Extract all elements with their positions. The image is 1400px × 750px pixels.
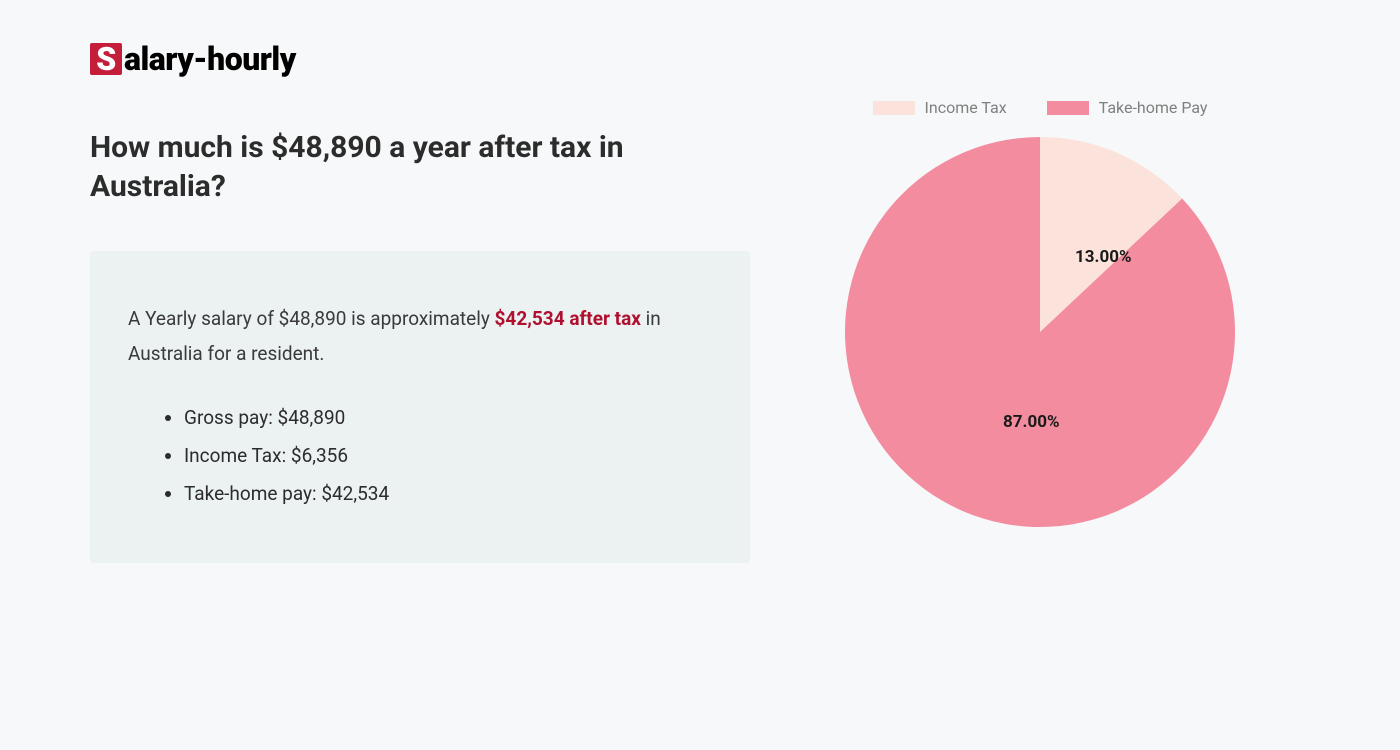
content-row: How much is $48,890 a year after tax in … [90, 128, 1310, 563]
slice-label-takehome: 87.00% [1003, 412, 1060, 432]
summary-highlight: $42,534 after tax [495, 307, 641, 330]
legend-item-tax: Income Tax [873, 98, 1007, 117]
pie-svg [845, 137, 1235, 527]
pie-chart: 13.00% 87.00% [845, 137, 1235, 527]
page-title: How much is $48,890 a year after tax in … [90, 128, 750, 206]
legend-label: Income Tax [925, 98, 1007, 117]
legend-swatch [873, 101, 915, 115]
chart-column: Income Tax Take-home Pay 13.00% 87.00% [830, 98, 1250, 527]
summary-prefix: A Yearly salary of $48,890 is approximat… [128, 307, 495, 330]
slice-label-tax: 13.00% [1075, 247, 1132, 267]
info-box: A Yearly salary of $48,890 is approximat… [90, 251, 750, 563]
brand-logo: Salary-hourly [90, 40, 1310, 78]
legend-item-takehome: Take-home Pay [1047, 98, 1208, 117]
brand-name: alary-hourly [124, 40, 296, 78]
brand-badge: S [90, 43, 122, 75]
detail-list: Gross pay: $48,890 Income Tax: $6,356 Ta… [128, 399, 712, 513]
summary-text: A Yearly salary of $48,890 is approximat… [128, 301, 712, 371]
list-item: Gross pay: $48,890 [184, 399, 712, 437]
list-item: Take-home pay: $42,534 [184, 475, 712, 513]
legend-swatch [1047, 101, 1089, 115]
legend-label: Take-home Pay [1099, 98, 1208, 117]
chart-legend: Income Tax Take-home Pay [830, 98, 1250, 117]
list-item: Income Tax: $6,356 [184, 437, 712, 475]
text-column: How much is $48,890 a year after tax in … [90, 128, 750, 563]
